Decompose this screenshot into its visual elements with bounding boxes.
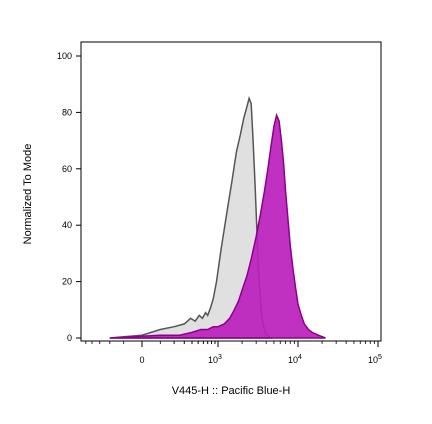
x-tick-label: 0 (139, 355, 144, 365)
x-tick-label: 103 (208, 354, 222, 365)
x-tick-label: 104 (288, 354, 302, 365)
y-tick-label: 60 (62, 164, 72, 174)
y-tick-label: 20 (62, 277, 72, 287)
series-2-histogram (109, 112, 326, 339)
x-axis-title: V445-H :: Pacific Blue-H (172, 385, 291, 397)
y-tick-label: 80 (62, 107, 72, 117)
plot-frame (80, 41, 382, 342)
y-tick-label: 40 (62, 220, 72, 230)
plot-area (109, 95, 326, 339)
axes: 0 20 40 60 80 100 0 103 104 105 (57, 51, 382, 365)
y-tick-label: 0 (67, 333, 72, 343)
y-tick-label: 100 (57, 51, 72, 61)
y-axis-title: Normalized To Mode (22, 144, 34, 245)
x-tick-label: 105 (368, 354, 382, 365)
